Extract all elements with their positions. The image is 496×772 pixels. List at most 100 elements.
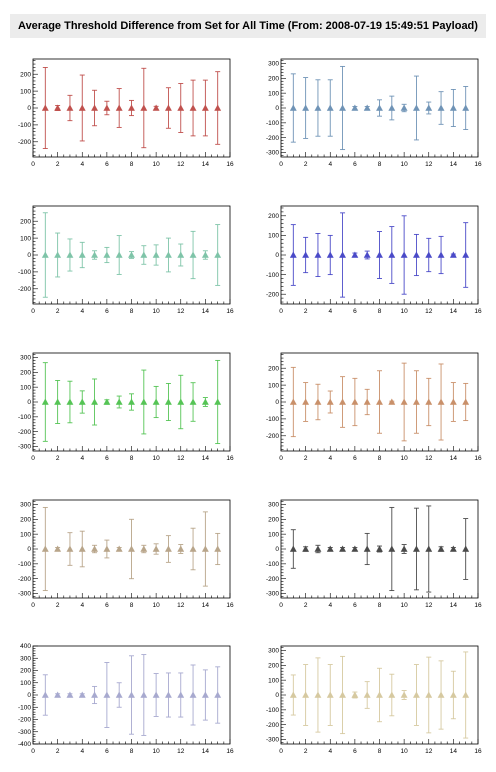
data-point (91, 691, 99, 698)
x-tick-label: 0 (279, 748, 283, 755)
x-tick-label: 12 (425, 602, 433, 609)
y-tick-label: -100 (266, 272, 279, 279)
data-point (177, 251, 185, 258)
data-point (103, 104, 111, 111)
data-point (115, 545, 123, 552)
data-point (363, 104, 371, 111)
data-point (54, 251, 62, 258)
data-point (115, 398, 123, 405)
panel-9: 0 2 4 6 8 10 12 14 16 -400 -300 -200 -100 0 100 200 300 4… (18, 643, 234, 755)
data-point (54, 545, 62, 552)
y-tick-label: 200 (268, 663, 279, 670)
y-tick-label: 200 (20, 218, 31, 225)
y-tick-label: 0 (275, 692, 279, 699)
y-tick-label: 200 (20, 71, 31, 78)
x-tick-label: 10 (401, 748, 409, 755)
y-tick-label: -200 (266, 722, 279, 729)
x-tick-label: 14 (450, 602, 458, 609)
y-tick-label: 200 (268, 517, 279, 524)
x-tick-label: 8 (378, 308, 382, 315)
data-point (339, 104, 347, 111)
data-point (314, 398, 322, 405)
data-point (152, 545, 160, 552)
data-point (302, 104, 310, 111)
data-point (289, 398, 297, 405)
x-tick-label: 10 (153, 455, 161, 462)
x-tick-label: 6 (353, 308, 357, 315)
x-tick-label: 10 (153, 602, 161, 609)
x-tick-label: 8 (130, 161, 134, 168)
data-point (289, 545, 297, 552)
chart-title: Average Threshold Difference from Set fo… (18, 20, 478, 32)
data-point (115, 251, 123, 258)
data-point (214, 691, 222, 698)
data-point (326, 545, 334, 552)
x-tick-label: 8 (378, 602, 382, 609)
panel-10: 0 2 4 6 8 10 12 14 16 -300 -200 -100 0 100 200 300 (266, 645, 482, 755)
data-point (314, 691, 322, 698)
data-point (177, 545, 185, 552)
y-tick-label: -100 (266, 561, 279, 568)
x-tick-label: 8 (130, 748, 134, 755)
data-point (351, 104, 359, 111)
x-tick-label: 14 (202, 748, 210, 755)
data-point (400, 691, 408, 698)
data-point (462, 691, 470, 698)
x-tick-label: 14 (450, 455, 458, 462)
y-tick-label: -100 (266, 416, 279, 423)
data-point (103, 545, 111, 552)
x-tick-label: 4 (80, 161, 84, 168)
x-tick-label: 10 (401, 455, 409, 462)
data-point (103, 251, 111, 258)
data-point (388, 104, 396, 111)
y-tick-label: -200 (266, 433, 279, 440)
x-tick-label: 0 (31, 748, 35, 755)
y-tick-label: 100 (20, 88, 31, 95)
y-tick-label: -300 (266, 737, 279, 744)
y-tick-label: -300 (18, 729, 31, 736)
x-tick-label: 16 (226, 455, 234, 462)
x-tick-label: 8 (130, 455, 134, 462)
y-tick-label: -100 (18, 269, 31, 276)
data-point (351, 251, 359, 258)
data-point (449, 398, 457, 405)
y-tick-label: 300 (20, 502, 31, 509)
y-tick-label: 0 (275, 399, 279, 406)
x-tick-label: 12 (177, 748, 185, 755)
data-point (201, 251, 209, 258)
data-point (189, 545, 197, 552)
data-point (425, 691, 433, 698)
data-point (376, 104, 383, 111)
x-tick-label: 6 (105, 748, 109, 755)
data-point (66, 104, 74, 111)
data-point (177, 104, 185, 111)
data-point (103, 398, 111, 405)
y-tick-label: 0 (275, 252, 279, 259)
data-point (214, 545, 222, 552)
y-tick-label: -200 (266, 576, 279, 583)
y-tick-label: 300 (268, 61, 279, 68)
data-point (302, 545, 310, 552)
panel-3: 0 2 4 6 8 10 12 14 16 -200 -100 0 100 200 (18, 205, 234, 315)
panel-2: 0 2 4 6 8 10 12 14 16 -300 -200 -100 0 100 200 300 (266, 58, 482, 168)
data-point (41, 545, 49, 552)
y-tick-label: 300 (20, 655, 31, 662)
panel-5: 0 2 4 6 8 10 12 14 16 -300 -200 -100 0 100 200 300 (18, 352, 234, 462)
y-tick-label: -200 (18, 286, 31, 293)
data-point (289, 104, 297, 111)
data-point (462, 545, 470, 552)
y-tick-label: 200 (20, 668, 31, 675)
data-point (66, 398, 74, 405)
data-point (201, 545, 209, 552)
y-tick-label: 100 (268, 677, 279, 684)
data-point (152, 104, 160, 111)
x-tick-label: 4 (328, 308, 332, 315)
data-point (189, 691, 197, 698)
x-tick-label: 0 (31, 161, 35, 168)
data-point (189, 251, 197, 258)
data-point (339, 251, 347, 258)
data-point (189, 104, 197, 111)
x-tick-label: 6 (353, 455, 357, 462)
x-tick-label: 2 (56, 455, 60, 462)
